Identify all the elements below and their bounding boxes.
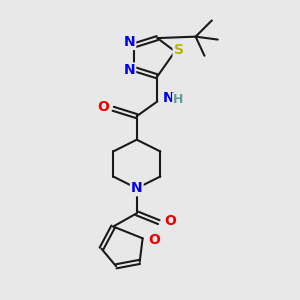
Text: N: N <box>163 92 174 106</box>
Text: S: S <box>174 43 184 57</box>
Text: N: N <box>131 181 142 195</box>
Text: O: O <box>164 214 176 228</box>
Text: N: N <box>124 35 135 49</box>
Text: O: O <box>148 233 160 247</box>
Text: N: N <box>124 64 135 77</box>
Text: O: O <box>97 100 109 114</box>
Text: H: H <box>173 93 183 106</box>
